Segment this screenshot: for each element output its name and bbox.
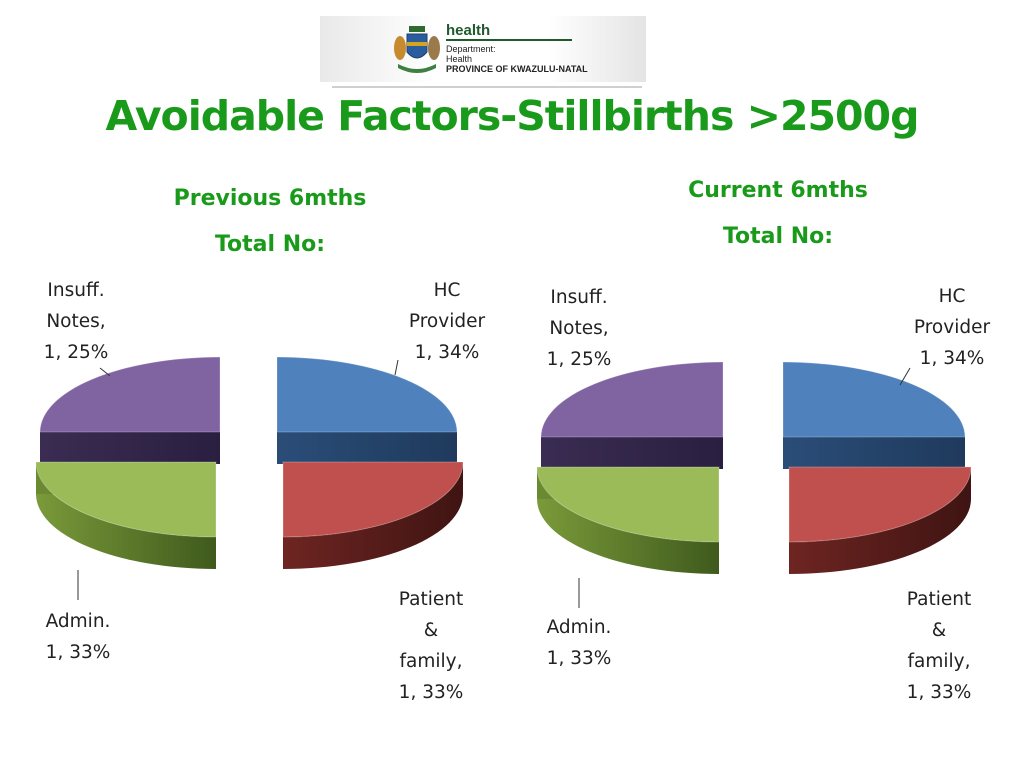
data-label-line: Notes, (46, 311, 105, 332)
slice-side (789, 467, 971, 574)
slice-top (782, 361, 966, 438)
leader-line (899, 367, 911, 386)
data-label-line: HC (434, 280, 461, 301)
logo-line-1: Department: (446, 44, 496, 54)
data-label-insuff-notes: Insuff. Notes, 1, 25% (547, 287, 612, 370)
data-label-line: Provider (914, 317, 991, 338)
pie-slice-admin- (536, 466, 720, 574)
chart-1-heading: Previous 6mths (173, 186, 367, 211)
data-label-insuff-notes: Insuff. Notes, 1, 25% (44, 280, 109, 363)
logo-divider (332, 86, 642, 88)
data-label-line: 1, 33% (46, 642, 111, 663)
logo-brand: health (446, 22, 491, 39)
data-label-patient-family: Patient & family, 1, 33% (399, 589, 464, 703)
pie-slice-admin- (35, 461, 217, 569)
data-label-line: HC (939, 286, 966, 307)
chart-1-subheading: Total No: (214, 232, 326, 257)
pie-slice-hc-provider (276, 356, 458, 464)
data-label-admin-: Admin. 1, 33% (547, 617, 612, 669)
slide-title: Avoidable Factors-Stillbirths >2500g (105, 92, 920, 140)
logo-line-3: PROVINCE OF KWAZULU-NATAL (446, 64, 588, 74)
coat-of-arms-icon (394, 26, 440, 73)
data-label-hc-provider: HC Provider 1, 34% (914, 286, 991, 369)
slice-top (276, 356, 458, 433)
pie-slice-patient-family (788, 466, 972, 574)
slice-top (35, 461, 217, 538)
data-label-line: 1, 33% (907, 682, 972, 703)
pie-slice-insuff-notes (540, 361, 724, 469)
data-label-line: Provider (409, 311, 486, 332)
slice-side (283, 462, 463, 569)
data-label-hc-provider: HC Provider 1, 34% (409, 280, 486, 363)
slice-side (277, 432, 457, 464)
slice-top (39, 356, 221, 433)
chart-2-subheading: Total No: (722, 224, 834, 249)
pie-chart-current: HC Provider 1, 34%Patient & family, 1, 33%Adm… (536, 286, 991, 703)
data-label-line: & (424, 620, 438, 641)
data-label-line: 1, 34% (415, 342, 480, 363)
slice-side (40, 432, 220, 464)
slice-side (541, 437, 723, 469)
data-label-line: 1, 33% (399, 682, 464, 703)
data-label-line: Insuff. (47, 280, 104, 301)
slice-top (540, 361, 724, 438)
data-label-line: Admin. (547, 617, 612, 638)
slice-top (788, 466, 972, 543)
logo-banner (320, 16, 646, 82)
data-label-line: & (932, 620, 946, 641)
data-label-line: 1, 33% (547, 648, 612, 669)
data-label-patient-family: Patient & family, 1, 33% (907, 589, 972, 703)
slice-side (537, 467, 719, 574)
logo-line-2: Health (446, 54, 473, 64)
data-label-line: 1, 34% (920, 348, 985, 369)
leader-line (99, 367, 111, 377)
data-label-line: Patient (399, 589, 463, 610)
data-label-line: 1, 25% (44, 342, 109, 363)
data-label-line: family, (400, 651, 463, 672)
slice-top (536, 466, 720, 543)
pie-slice-patient-family (282, 461, 464, 569)
leader-line (394, 359, 399, 376)
data-label-line: Notes, (549, 318, 608, 339)
data-label-line: family, (908, 651, 971, 672)
chart-2-heading: Current 6mths (688, 178, 868, 203)
pie-chart-previous: HC Provider 1, 34%Patient & family, 1, 33%Adm… (35, 280, 486, 703)
logo-rule (446, 39, 572, 41)
slice-side (36, 462, 216, 569)
pie-slice-hc-provider (782, 361, 966, 469)
data-label-line: Patient (907, 589, 971, 610)
data-label-line: Admin. (46, 611, 111, 632)
slice-side (783, 437, 965, 469)
slice-top (282, 461, 464, 538)
data-label-line: Insuff. (550, 287, 607, 308)
data-label-line: 1, 25% (547, 349, 612, 370)
pie-slice-insuff-notes (39, 356, 221, 464)
data-label-admin-: Admin. 1, 33% (46, 611, 111, 663)
